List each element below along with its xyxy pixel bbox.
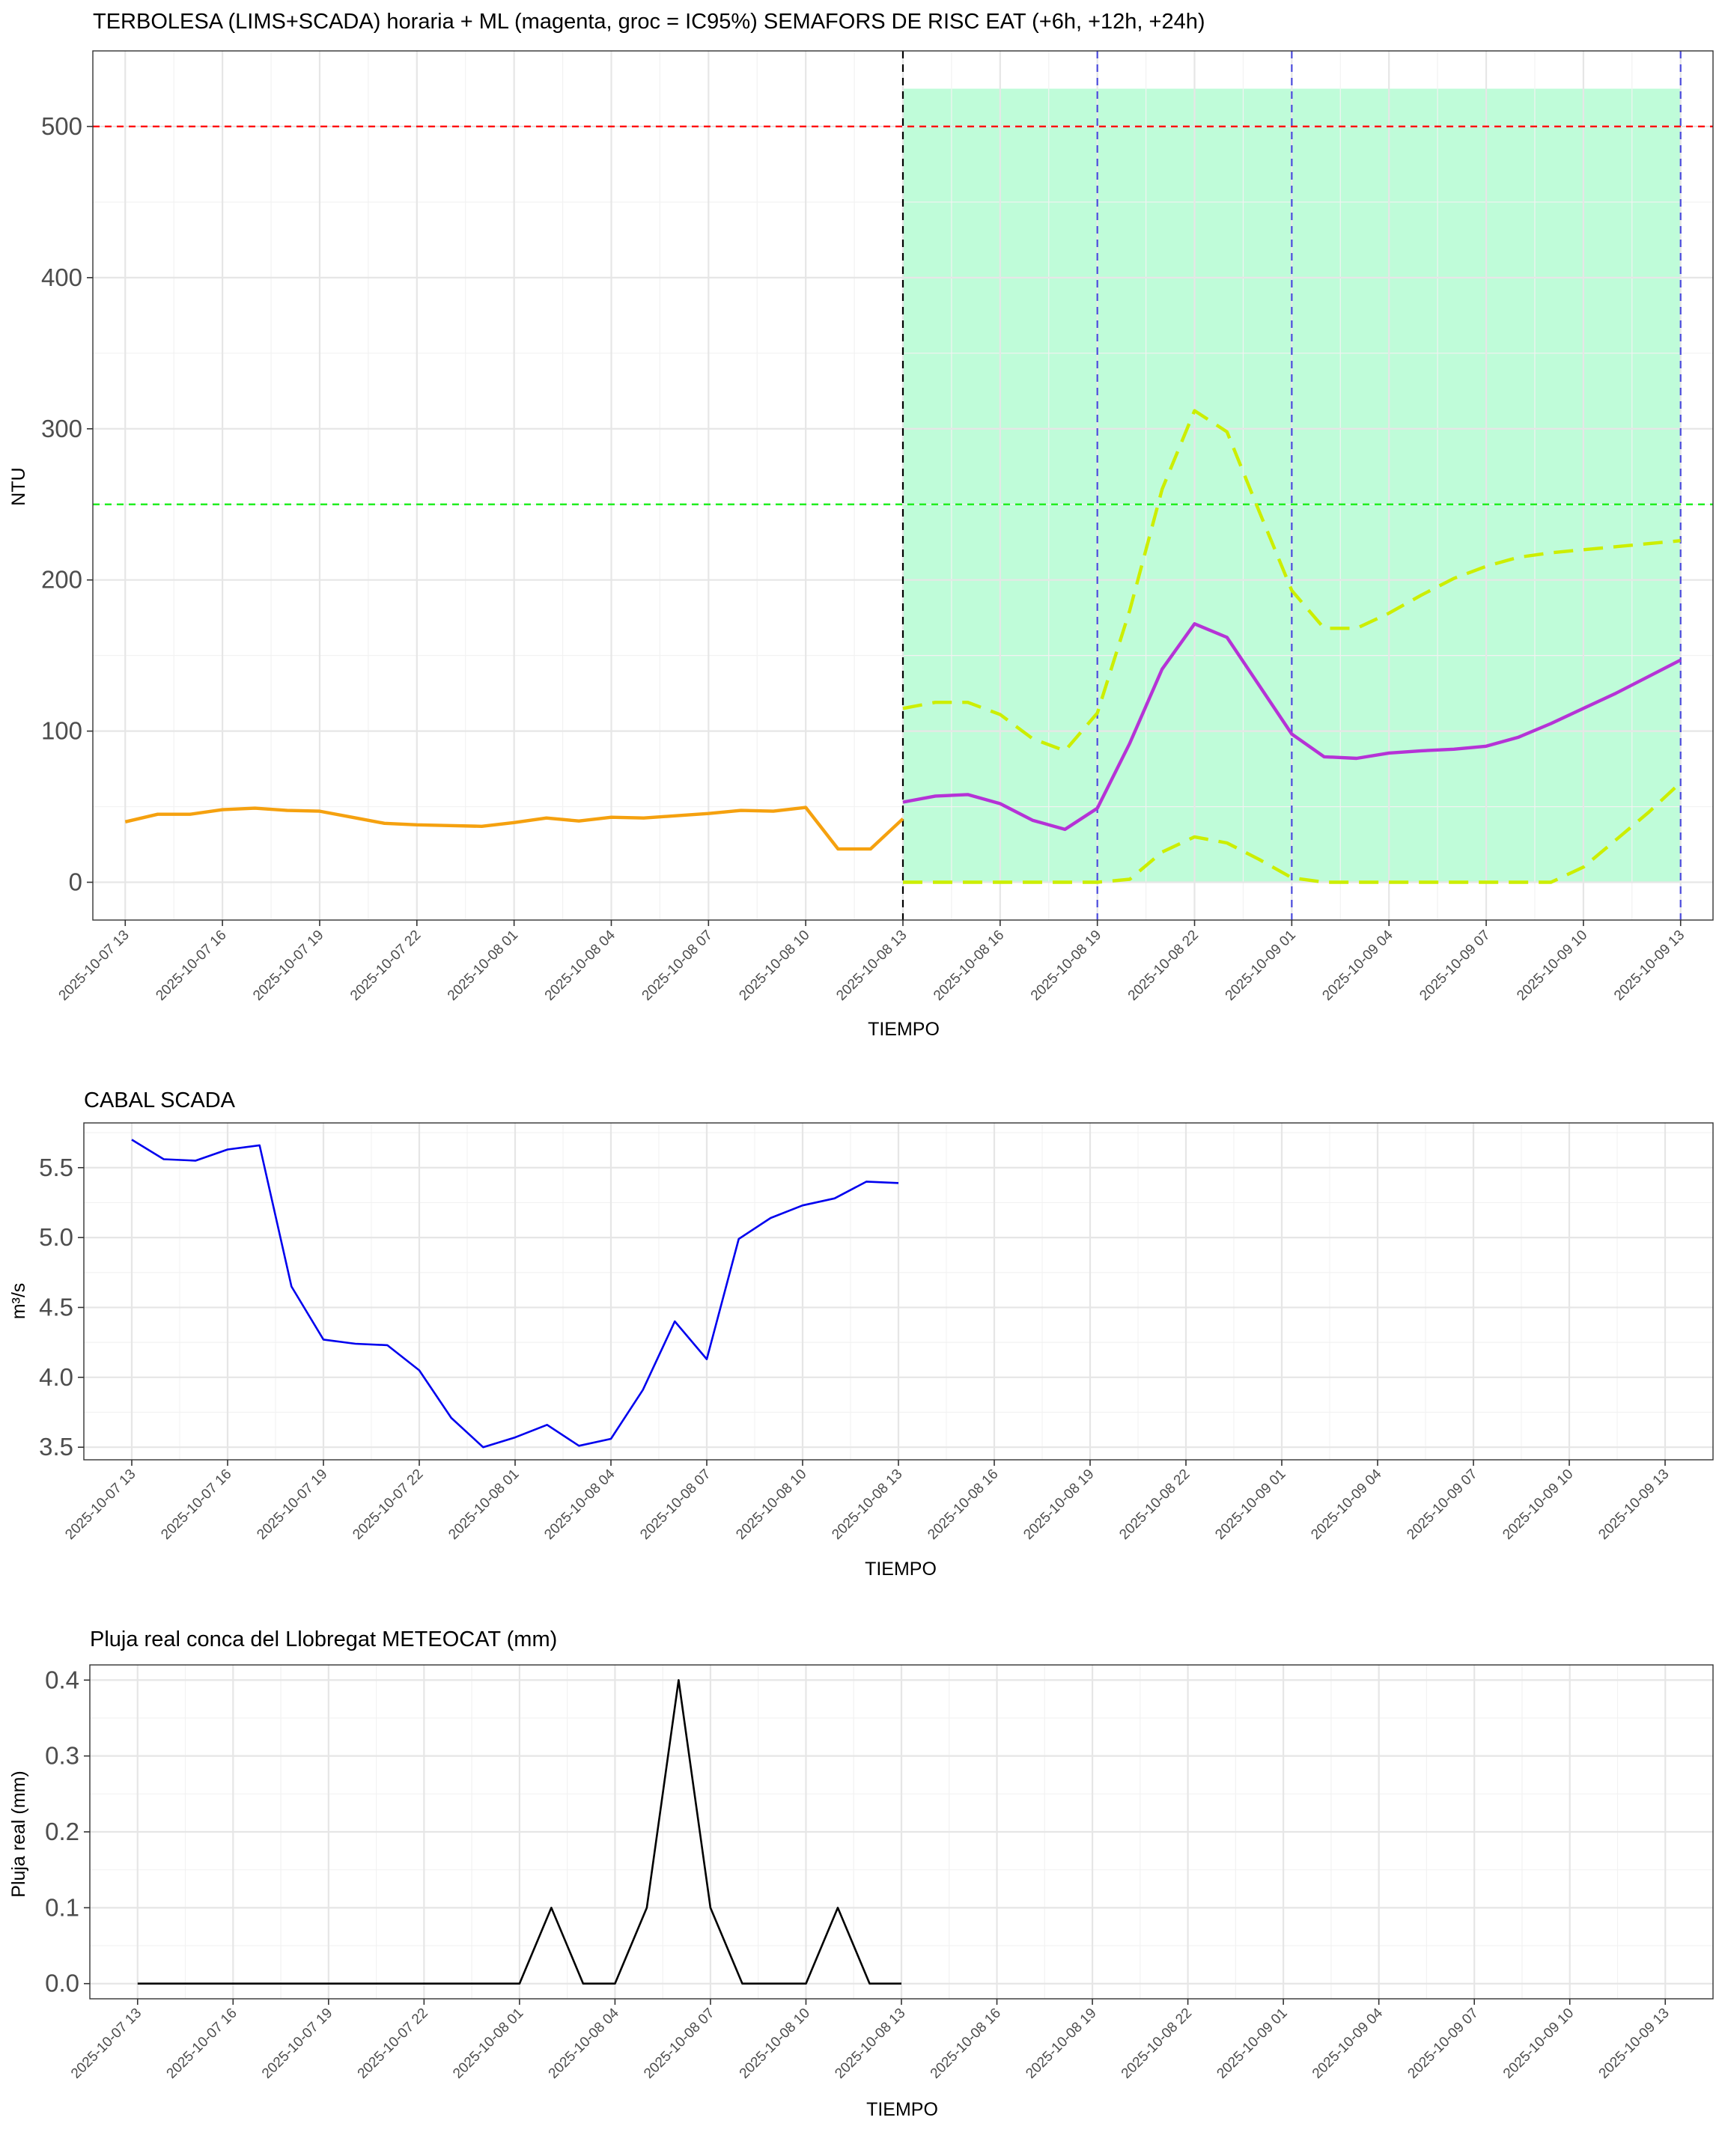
turbidity-y-tick-label: 0 [69,868,82,896]
rain-y-tick-label: 0.2 [45,1818,79,1845]
flow-grid [84,1123,1713,1460]
turbidity-x-axis-label: TIEMPO [868,1019,940,1040]
rain-x-axis-label: TIEMPO [866,2099,938,2120]
turbidity-y-tick-label: 300 [41,415,82,442]
turbidity-series-line-1 [902,622,1682,832]
flow-y-axis-label: m³/s [8,1283,29,1320]
rain-y-tick-label: 0.0 [45,1970,79,1997]
turbidity-chart-title: TERBOLESA (LIMS+SCADA) horaria + ML (mag… [93,10,1205,34]
flow-y-tick-label: 4.0 [39,1363,73,1391]
flow-panel: CABAL SCADA TIEMPO m³/s 3.54.04.55.05.52… [8,1088,1714,1580]
turbidity-series-line-3 [903,781,1682,884]
flow-x-axis-label: TIEMPO [865,1559,937,1580]
flow-y-tick-label: 5.0 [39,1223,73,1251]
flow-y-tick-label: 3.5 [39,1433,73,1461]
turbidity-panel: TERBOLESA (LIMS+SCADA) horaria + ML (mag… [8,10,1714,1040]
turbidity-y-tick-label: 500 [41,112,82,140]
flow-chart-title: CABAL SCADA [84,1088,236,1112]
turbidity-y-axis-label: NTU [8,467,29,505]
rain-y-axis-label: Pluja real (mm) [8,1770,29,1897]
rain-series-line-0 [137,1679,901,1985]
turbidity-series-line-2 [902,409,1681,753]
turbidity-series-line-0 [124,806,904,851]
turbidity-y-tick-label: 400 [41,264,82,291]
turbidity-y-tick-label: 100 [41,717,82,745]
rain-y-tick-label: 0.4 [45,1666,79,1693]
rain-grid [90,1665,1713,1999]
rain-y-tick-label: 0.1 [45,1893,79,1921]
flow-y-tick-label: 5.5 [39,1154,73,1181]
rain-chart-title: Pluja real conca del Llobregat METEOCAT … [90,1627,557,1651]
flow-y-tick-label: 4.5 [39,1293,73,1321]
rain-y-tick-label: 0.3 [45,1742,79,1770]
flow-series-line-0 [131,1139,899,1449]
turbidity-y-tick-label: 200 [41,566,82,594]
